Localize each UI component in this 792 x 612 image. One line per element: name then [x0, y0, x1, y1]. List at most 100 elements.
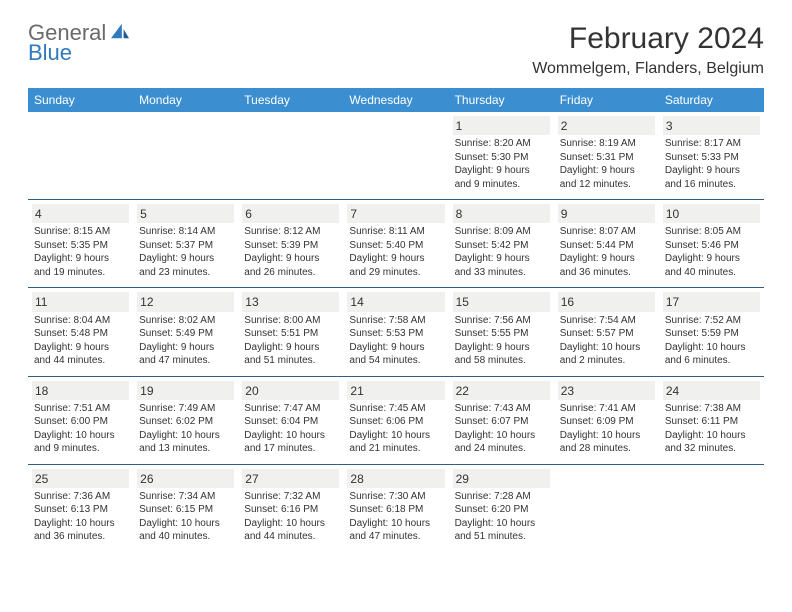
- day-daylight1: Daylight: 9 hours: [455, 164, 548, 178]
- day-number: 15: [453, 292, 550, 311]
- day-number: 29: [453, 469, 550, 488]
- day-number: 9: [558, 204, 655, 223]
- day-sunrise: Sunrise: 8:05 AM: [665, 225, 758, 239]
- day-sunset: Sunset: 6:11 PM: [665, 415, 758, 429]
- day-sunset: Sunset: 6:04 PM: [244, 415, 337, 429]
- day-daylight1: Daylight: 10 hours: [349, 517, 442, 531]
- day-number: 26: [137, 469, 234, 488]
- day-sunset: Sunset: 5:53 PM: [349, 327, 442, 341]
- calendar-day-cell: 11Sunrise: 8:04 AMSunset: 5:48 PMDayligh…: [28, 288, 133, 376]
- logo-text-blue: Blue: [28, 42, 131, 64]
- weekday-header: Wednesday: [343, 88, 448, 112]
- day-daylight2: and 6 minutes.: [665, 354, 758, 368]
- day-daylight2: and 17 minutes.: [244, 442, 337, 456]
- day-daylight2: and 44 minutes.: [34, 354, 127, 368]
- calendar-day-cell: 1Sunrise: 8:20 AMSunset: 5:30 PMDaylight…: [449, 112, 554, 200]
- day-daylight2: and 40 minutes.: [665, 266, 758, 280]
- calendar-day-cell: 3Sunrise: 8:17 AMSunset: 5:33 PMDaylight…: [659, 112, 764, 200]
- calendar-day-cell: [554, 464, 659, 552]
- day-sunset: Sunset: 6:15 PM: [139, 503, 232, 517]
- calendar-day-cell: 18Sunrise: 7:51 AMSunset: 6:00 PMDayligh…: [28, 376, 133, 464]
- day-sunrise: Sunrise: 8:07 AM: [560, 225, 653, 239]
- day-daylight1: Daylight: 9 hours: [455, 252, 548, 266]
- day-daylight2: and 19 minutes.: [34, 266, 127, 280]
- day-sunset: Sunset: 5:37 PM: [139, 239, 232, 253]
- weekday-header: Thursday: [449, 88, 554, 112]
- day-daylight1: Daylight: 10 hours: [455, 517, 548, 531]
- day-sunrise: Sunrise: 7:38 AM: [665, 402, 758, 416]
- calendar-week-row: 11 Sunrise: 8:04 AMSunset: 5:48 PM Dayligh…: [28, 288, 764, 376]
- day-daylight2: and 13 minutes.: [139, 442, 232, 456]
- day-sunset: Sunset: 5:48 PM: [34, 327, 127, 341]
- day-sunset: Sunset: 5:39 PM: [244, 239, 337, 253]
- calendar-day-cell: 9Sunrise: 8:07 AMSunset: 5:44 PMDaylight…: [554, 200, 659, 288]
- calendar-day-cell: [133, 112, 238, 200]
- calendar-day-cell: 12Sunrise: 8:02 AMSunset: 5:49 PMDayligh…: [133, 288, 238, 376]
- day-daylight2: and 16 minutes.: [665, 178, 758, 192]
- day-daylight1: Daylight: 9 hours: [560, 164, 653, 178]
- day-number: 21: [347, 381, 444, 400]
- calendar-day-cell: 20Sunrise: 7:47 AMSunset: 6:04 PMDayligh…: [238, 376, 343, 464]
- calendar-day-cell: 7Sunrise: 8:11 AMSunset: 5:40 PMDaylight…: [343, 200, 448, 288]
- day-daylight1: Daylight: 9 hours: [665, 164, 758, 178]
- day-sunrise: Sunrise: 7:54 AM: [560, 314, 653, 328]
- day-sunset: Sunset: 6:13 PM: [34, 503, 127, 517]
- calendar-day-cell: 27 Sunrise: 7:32 AMSunset: 6:16 PMDayligh…: [238, 464, 343, 552]
- day-daylight1: Daylight: 10 hours: [139, 429, 232, 443]
- calendar-day-cell: 25Sunrise: 7:36 AMSunset: 6:13 PMDayligh…: [28, 464, 133, 552]
- day-sunrise: Sunrise: 7:43 AM: [455, 402, 548, 416]
- day-daylight2: and 36 minutes.: [34, 530, 127, 544]
- day-daylight1: Daylight: 10 hours: [244, 517, 337, 531]
- weekday-header: Monday: [133, 88, 238, 112]
- calendar-day-cell: [238, 112, 343, 200]
- calendar-day-cell: 6Sunrise: 8:12 AMSunset: 5:39 PMDaylight…: [238, 200, 343, 288]
- day-number: 12: [137, 292, 234, 311]
- day-sunrise: Sunrise: 8:04 AM: [34, 314, 127, 328]
- day-daylight1: Daylight: 9 hours: [665, 252, 758, 266]
- day-sunrise: Sunrise: 7:49 AM: [139, 402, 232, 416]
- day-number: 10: [663, 204, 760, 223]
- day-number: 11: [32, 292, 129, 311]
- day-number: 20: [242, 381, 339, 400]
- calendar-table: Sunday Monday Tuesday Wednesday Thursday…: [28, 88, 764, 552]
- day-number: 27: [242, 469, 339, 488]
- weekday-header-row: Sunday Monday Tuesday Wednesday Thursday…: [28, 88, 764, 112]
- day-daylight1: Daylight: 10 hours: [349, 429, 442, 443]
- day-sunset: Sunset: 5:49 PM: [139, 327, 232, 341]
- day-daylight2: and 29 minutes.: [349, 266, 442, 280]
- day-sunrise: Sunrise: 7:32 AM: [244, 490, 337, 504]
- calendar-day-cell: [659, 464, 764, 552]
- calendar-day-cell: 26Sunrise: 7:34 AMSunset: 6:15 PMDayligh…: [133, 464, 238, 552]
- day-sunrise: Sunrise: 7:47 AM: [244, 402, 337, 416]
- calendar-day-cell: 19Sunrise: 7:49 AMSunset: 6:02 PMDayligh…: [133, 376, 238, 464]
- day-sunset: Sunset: 5:51 PM: [244, 327, 337, 341]
- day-daylight2: and 36 minutes.: [560, 266, 653, 280]
- day-sunrise: Sunrise: 7:41 AM: [560, 402, 653, 416]
- day-daylight2: and 12 minutes.: [560, 178, 653, 192]
- weekday-header: Friday: [554, 88, 659, 112]
- day-sunset: Sunset: 6:09 PM: [560, 415, 653, 429]
- day-number: 5: [137, 204, 234, 223]
- day-sunrise: Sunrise: 7:34 AM: [139, 490, 232, 504]
- day-sunset: Sunset: 6:18 PM: [349, 503, 442, 517]
- day-sunset: Sunset: 6:00 PM: [34, 415, 127, 429]
- day-number: 19: [137, 381, 234, 400]
- day-daylight2: and 51 minutes.: [244, 354, 337, 368]
- day-sunset: Sunset: 6:06 PM: [349, 415, 442, 429]
- day-sunset: Sunset: 5:40 PM: [349, 239, 442, 253]
- day-daylight1: Daylight: 10 hours: [665, 341, 758, 355]
- month-title: February 2024: [532, 22, 764, 56]
- day-number: 3: [663, 116, 760, 135]
- day-number: 8: [453, 204, 550, 223]
- day-sunset: Sunset: 5:35 PM: [34, 239, 127, 253]
- day-number: 28: [347, 469, 444, 488]
- day-daylight2: and 2 minutes.: [560, 354, 653, 368]
- day-sunset: Sunset: 5:31 PM: [560, 151, 653, 165]
- day-sunrise: Sunrise: 7:36 AM: [34, 490, 127, 504]
- day-daylight2: and 58 minutes.: [455, 354, 548, 368]
- calendar-week-row: 25Sunrise: 7:36 AMSunset: 6:13 PMDayligh…: [28, 464, 764, 552]
- day-sunset: Sunset: 6:16 PM: [244, 503, 337, 517]
- day-daylight1: Daylight: 10 hours: [455, 429, 548, 443]
- day-daylight2: and 33 minutes.: [455, 266, 548, 280]
- calendar-day-cell: 2Sunrise: 8:19 AMSunset: 5:31 PMDaylight…: [554, 112, 659, 200]
